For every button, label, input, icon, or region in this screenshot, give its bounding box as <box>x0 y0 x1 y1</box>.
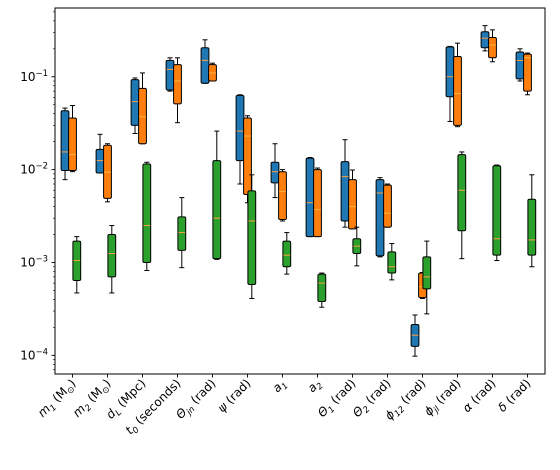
y-tick-exponent: −1 <box>35 69 48 79</box>
box-s3-13 <box>492 164 502 262</box>
box-s3-2 <box>107 225 117 294</box>
box-s2-14 <box>523 52 532 96</box>
box-s1-11 <box>410 314 420 357</box>
box-body <box>488 36 497 59</box>
box-body <box>422 256 432 290</box>
box-s2-13 <box>488 29 497 63</box>
box-body <box>212 160 222 260</box>
label-subscript: 2 <box>83 403 94 414</box>
y-tick-exponent: −2 <box>35 162 48 172</box>
box-body <box>453 56 462 126</box>
box-s1-3 <box>130 77 140 134</box>
box-s1-10 <box>375 177 385 258</box>
box-body <box>340 161 350 222</box>
box-body <box>317 273 327 303</box>
box-s2-4 <box>173 57 182 124</box>
box-s2-8 <box>313 167 322 238</box>
box-body <box>515 51 525 80</box>
label-subscript: 1 <box>48 403 59 414</box>
box-body <box>383 184 392 228</box>
box-s3-7 <box>282 232 292 275</box>
box-body <box>348 179 357 230</box>
box-s3-8 <box>317 272 327 308</box>
y-tick-base: 10 <box>20 163 35 177</box>
y-tick-exponent: −4 <box>35 347 48 357</box>
box-body <box>68 117 77 171</box>
box-body <box>278 171 287 221</box>
box-body <box>138 87 147 145</box>
y-tick-label: 10−3 <box>20 254 48 269</box>
label-subscript: 0 <box>131 425 142 436</box>
box-body <box>270 161 280 184</box>
y-tick-base: 10 <box>20 348 35 362</box>
box-s2-10 <box>383 183 392 228</box>
box-body <box>247 190 257 285</box>
box-body <box>457 154 467 232</box>
box-s1-8 <box>305 157 315 238</box>
box-body <box>107 234 117 278</box>
box-body <box>165 59 175 91</box>
y-tick-label: 10−1 <box>20 69 48 84</box>
label-subscript: 1 <box>280 381 291 392</box>
box-s1-14 <box>515 48 525 82</box>
box-body <box>480 31 490 49</box>
box-body <box>60 110 70 171</box>
box-body <box>313 169 322 238</box>
box-s3-3 <box>142 161 152 271</box>
box-body <box>305 157 315 238</box>
y-tick-base: 10 <box>20 255 35 269</box>
box-body <box>142 163 152 263</box>
box-body <box>130 79 140 126</box>
box-body <box>375 179 385 257</box>
box-s3-11 <box>422 240 432 315</box>
box-s2-1 <box>68 105 77 173</box>
box-s3-10 <box>387 243 397 281</box>
box-s1-4 <box>165 57 175 92</box>
box-s3-4 <box>177 197 187 269</box>
label-subscript: 2 <box>361 405 372 416</box>
box-s1-1 <box>60 107 70 181</box>
box-body <box>235 94 245 162</box>
label-subscript: 2 <box>315 381 326 392</box>
label-subscript: jl <box>431 404 443 416</box>
box-body <box>173 64 182 105</box>
box-s1-7 <box>270 143 280 199</box>
axes-frame <box>54 7 546 375</box>
box-s1-2 <box>95 133 105 174</box>
y-tick-label: 10−2 <box>20 162 48 177</box>
box-s2-9 <box>348 169 357 230</box>
box-s2-3 <box>138 72 147 145</box>
label-subscript: 1 <box>326 405 337 416</box>
box-s2-2 <box>103 143 112 203</box>
y-tick-exponent: −3 <box>35 254 48 264</box>
box-body <box>95 148 105 174</box>
box-s1-6 <box>235 94 245 185</box>
plot-area <box>60 25 537 357</box>
box-body <box>527 198 537 256</box>
box-body <box>523 53 532 92</box>
box-s3-14 <box>527 174 537 268</box>
box-body <box>282 240 292 268</box>
box-body <box>387 251 397 274</box>
box-body <box>177 216 187 251</box>
box-s1-12 <box>445 45 455 122</box>
box-s2-5 <box>208 62 217 82</box>
box-body <box>445 46 455 98</box>
box-body <box>492 165 502 256</box>
box-s3-1 <box>72 236 82 294</box>
box-s3-6 <box>247 174 257 299</box>
box-s2-6 <box>243 115 252 204</box>
box-body <box>200 47 210 84</box>
y-tick-base: 10 <box>20 70 35 84</box>
box-s2-12 <box>453 42 462 128</box>
box-s3-9 <box>352 226 362 267</box>
y-tick-label: 10−4 <box>20 347 48 362</box>
label-subscript: L <box>114 408 125 419</box>
box-body <box>243 117 252 195</box>
box-s3-5 <box>212 130 222 260</box>
box-s2-7 <box>278 169 287 222</box>
box-s3-12 <box>457 151 467 260</box>
